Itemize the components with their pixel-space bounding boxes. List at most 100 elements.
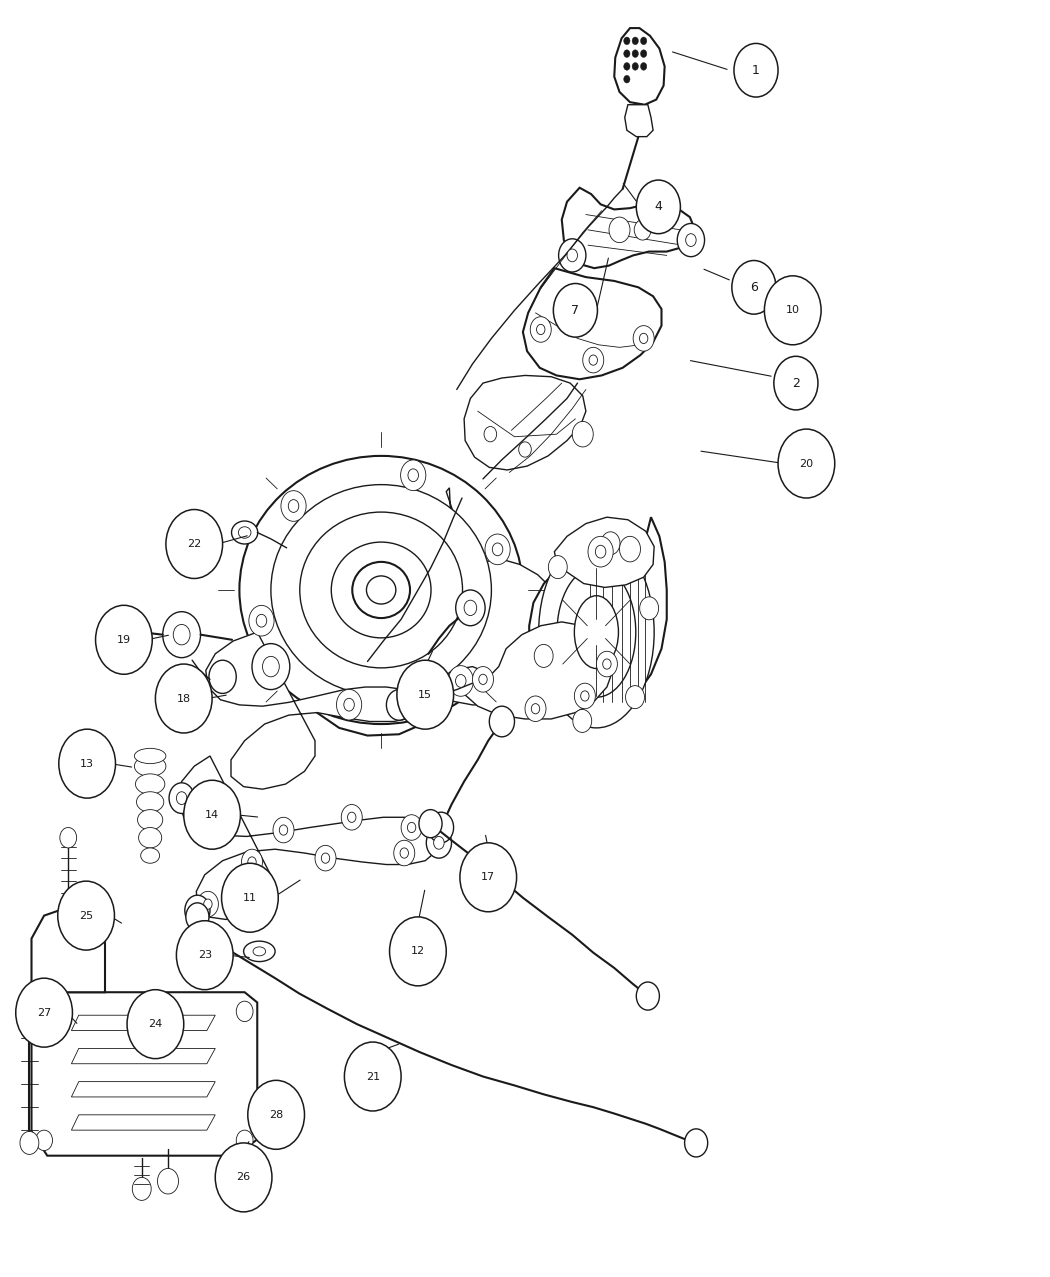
Circle shape — [248, 857, 256, 867]
Circle shape — [519, 442, 531, 457]
Polygon shape — [206, 632, 425, 789]
Circle shape — [531, 704, 540, 714]
Ellipse shape — [253, 948, 266, 955]
Circle shape — [686, 234, 696, 246]
Circle shape — [626, 686, 645, 709]
Circle shape — [620, 536, 640, 562]
Circle shape — [166, 510, 223, 578]
Text: 10: 10 — [785, 305, 800, 315]
Circle shape — [236, 1001, 253, 1022]
Circle shape — [778, 429, 835, 498]
Circle shape — [315, 845, 336, 871]
Polygon shape — [178, 756, 439, 919]
Circle shape — [236, 1130, 253, 1151]
Circle shape — [548, 555, 567, 578]
Circle shape — [764, 276, 821, 345]
Circle shape — [348, 812, 356, 822]
Circle shape — [484, 427, 497, 442]
Circle shape — [588, 536, 613, 567]
Circle shape — [574, 683, 595, 709]
Polygon shape — [284, 462, 462, 736]
Text: 19: 19 — [117, 635, 131, 645]
Circle shape — [59, 729, 116, 798]
Circle shape — [553, 283, 597, 337]
Ellipse shape — [139, 827, 162, 848]
Circle shape — [60, 827, 77, 848]
Circle shape — [343, 699, 354, 711]
Circle shape — [601, 531, 619, 554]
Polygon shape — [308, 481, 454, 692]
Circle shape — [204, 899, 212, 909]
Ellipse shape — [134, 748, 166, 764]
Circle shape — [344, 1042, 401, 1111]
Circle shape — [677, 223, 705, 257]
Circle shape — [401, 460, 426, 490]
Circle shape — [632, 50, 638, 57]
Polygon shape — [71, 1048, 215, 1064]
Circle shape — [222, 863, 278, 932]
Circle shape — [394, 840, 415, 866]
Circle shape — [36, 1001, 52, 1022]
Text: 25: 25 — [79, 911, 93, 921]
Polygon shape — [445, 488, 567, 705]
Circle shape — [408, 469, 419, 481]
Circle shape — [186, 903, 209, 931]
Ellipse shape — [300, 512, 462, 668]
Circle shape — [567, 249, 578, 262]
Circle shape — [640, 50, 647, 57]
Circle shape — [589, 355, 597, 365]
Polygon shape — [32, 905, 105, 992]
Polygon shape — [71, 1115, 215, 1130]
Ellipse shape — [231, 521, 257, 544]
Circle shape — [685, 1129, 708, 1157]
Text: 24: 24 — [148, 1019, 163, 1029]
Text: 26: 26 — [236, 1172, 251, 1183]
Circle shape — [321, 853, 330, 863]
Circle shape — [525, 696, 546, 722]
Text: 14: 14 — [205, 810, 219, 820]
Circle shape — [636, 180, 680, 234]
Circle shape — [632, 63, 638, 70]
Circle shape — [428, 812, 454, 843]
Circle shape — [158, 1168, 179, 1194]
Text: 7: 7 — [571, 304, 580, 317]
Circle shape — [419, 810, 442, 838]
Circle shape — [479, 674, 487, 684]
Ellipse shape — [238, 527, 251, 539]
Circle shape — [341, 805, 362, 830]
Circle shape — [624, 37, 630, 45]
Ellipse shape — [271, 484, 491, 695]
Ellipse shape — [136, 792, 164, 812]
Circle shape — [774, 356, 818, 410]
Circle shape — [632, 37, 638, 45]
Circle shape — [537, 324, 545, 335]
Ellipse shape — [138, 810, 163, 830]
Polygon shape — [71, 1082, 215, 1097]
Ellipse shape — [135, 774, 165, 794]
Circle shape — [176, 921, 233, 990]
Text: 27: 27 — [37, 1008, 51, 1018]
Circle shape — [639, 596, 658, 619]
Circle shape — [58, 881, 114, 950]
Ellipse shape — [141, 848, 160, 863]
Circle shape — [492, 543, 503, 555]
Circle shape — [426, 827, 452, 858]
Circle shape — [242, 849, 262, 875]
Circle shape — [192, 904, 203, 917]
Circle shape — [407, 822, 416, 833]
Circle shape — [289, 499, 299, 512]
Circle shape — [163, 612, 201, 658]
Circle shape — [169, 783, 194, 813]
Circle shape — [448, 665, 474, 696]
Circle shape — [256, 614, 267, 627]
Circle shape — [464, 600, 477, 616]
Circle shape — [596, 651, 617, 677]
Ellipse shape — [366, 576, 396, 604]
Circle shape — [583, 347, 604, 373]
Circle shape — [252, 644, 290, 690]
Circle shape — [636, 982, 659, 1010]
Circle shape — [215, 1143, 272, 1212]
Circle shape — [210, 811, 231, 836]
Circle shape — [36, 1130, 52, 1151]
Text: 28: 28 — [269, 1110, 284, 1120]
